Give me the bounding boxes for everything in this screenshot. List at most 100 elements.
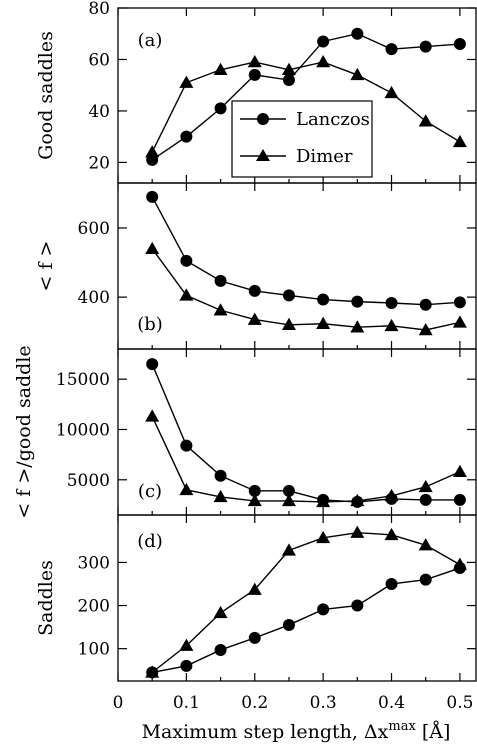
data-point-lanczos — [180, 254, 193, 267]
series-line-lanczos — [151, 33, 460, 161]
data-point-lanczos — [351, 295, 364, 308]
data-point-lanczos — [282, 484, 295, 497]
data-point-lanczos — [317, 293, 330, 306]
data-point-dimer — [452, 557, 467, 570]
y-tick-label: 40 — [88, 102, 110, 122]
data-point-lanczos — [317, 603, 330, 616]
panel-label: (c) — [138, 481, 162, 502]
y-tick-label: 80 — [88, 0, 110, 19]
data-point-dimer — [452, 464, 467, 477]
panel-frame — [117, 514, 477, 682]
panel-1: 20 40 60 80 (a) Good saddles Lanczos Dimer — [35, 0, 477, 184]
data-point-dimer — [281, 317, 296, 331]
data-point-lanczos — [214, 274, 227, 287]
y-axis-label: < f > — [35, 241, 57, 292]
data-point-lanczos — [214, 102, 227, 115]
data-point-dimer — [145, 665, 160, 678]
y-axis-label: < f >/good saddle — [13, 345, 35, 518]
x-axis-label-unit: [Å] — [416, 721, 451, 743]
y-tick-label: 5000 — [67, 471, 110, 491]
data-point-dimer — [384, 318, 399, 332]
x-tick-label: 0 — [113, 693, 124, 713]
series-line-dimer — [151, 248, 461, 331]
data-point-lanczos — [385, 43, 398, 56]
series-line-lanczos — [152, 567, 461, 674]
data-point-dimer — [247, 55, 262, 68]
data-point-lanczos — [351, 27, 364, 40]
panel-label: (a) — [138, 30, 163, 51]
legend-marker-circle — [257, 113, 269, 125]
data-point-lanczos — [317, 35, 330, 48]
x-tick-label: 0.5 — [446, 693, 473, 713]
data-point-dimer — [316, 530, 331, 544]
panel-4: 100 200 300 (d) Saddles — [35, 514, 477, 682]
legend: Lanczos Dimer — [231, 100, 373, 178]
y-tick-label: 60 — [88, 50, 110, 70]
y-tick-label: 20 — [88, 153, 110, 173]
y-tick-label: 10000 — [56, 420, 110, 440]
data-point-lanczos — [453, 296, 466, 309]
x-axis-label: Maximum step length, Δxmax [Å] — [142, 719, 451, 743]
data-point-lanczos — [385, 577, 398, 590]
data-point-lanczos — [214, 469, 227, 482]
legend-label-dimer: Dimer — [296, 146, 353, 167]
y-tick-label: 600 — [78, 219, 110, 239]
data-point-lanczos — [180, 439, 193, 452]
y-tick-label: 300 — [78, 553, 110, 573]
data-point-lanczos — [248, 284, 261, 297]
series-line-dimer — [151, 416, 461, 503]
data-point-lanczos — [214, 643, 227, 656]
chart-panels: 20 40 60 80 (a) Good saddles Lanczos Dimer 400 60… — [13, 0, 477, 713]
x-tick-label: 0.2 — [241, 693, 268, 713]
x-tick-label: 0.4 — [378, 693, 405, 713]
legend-label-lanczos: Lanczos — [296, 109, 370, 130]
legend-box — [231, 100, 373, 178]
data-point-lanczos — [453, 38, 466, 51]
data-point-lanczos — [248, 484, 261, 497]
data-point-lanczos — [282, 289, 295, 302]
data-point-lanczos — [419, 493, 432, 506]
data-point-lanczos — [248, 68, 261, 81]
data-point-dimer — [452, 134, 467, 148]
data-point-dimer — [384, 85, 399, 99]
x-tick-label: 0.1 — [173, 693, 200, 713]
series-line-lanczos — [151, 196, 460, 306]
panel-3: 5000 10000 15000 (c) < f >/good saddle — [13, 345, 477, 519]
data-point-dimer — [247, 582, 262, 595]
data-point-dimer — [281, 493, 296, 507]
data-point-lanczos — [419, 298, 432, 311]
x-axis-label-superscript: max — [388, 719, 416, 734]
data-point-dimer — [145, 409, 160, 422]
panel-label: (b) — [137, 314, 163, 335]
data-point-lanczos — [180, 659, 193, 672]
data-point-dimer — [418, 322, 433, 336]
data-point-lanczos — [351, 599, 364, 612]
data-point-dimer — [418, 479, 433, 493]
data-point-dimer — [316, 494, 331, 508]
data-point-dimer — [145, 241, 160, 254]
data-point-lanczos — [385, 297, 398, 310]
data-point-dimer — [281, 62, 296, 76]
data-point-dimer — [384, 527, 399, 541]
data-point-dimer — [179, 288, 194, 301]
data-point-lanczos — [419, 40, 432, 53]
data-point-dimer — [384, 488, 399, 502]
data-point-dimer — [247, 312, 262, 325]
series-line-dimer — [151, 531, 461, 673]
data-point-dimer — [213, 489, 228, 503]
y-axis-label: Saddles — [35, 560, 57, 636]
x-tick-label: 0.3 — [310, 693, 337, 713]
data-point-lanczos — [146, 358, 159, 371]
data-point-lanczos — [282, 74, 295, 87]
data-point-dimer — [418, 538, 433, 551]
data-point-dimer — [316, 55, 331, 68]
data-point-dimer — [213, 62, 228, 76]
y-tick-label: 100 — [78, 640, 110, 660]
data-point-dimer — [179, 638, 194, 651]
data-point-dimer — [179, 75, 194, 88]
legend-marker-triangle — [256, 149, 270, 161]
panel-2: 400 600 (b) < f > — [35, 182, 477, 350]
data-point-dimer — [418, 114, 433, 127]
y-tick-label: 15000 — [56, 370, 110, 390]
y-tick-label: 200 — [78, 597, 110, 617]
